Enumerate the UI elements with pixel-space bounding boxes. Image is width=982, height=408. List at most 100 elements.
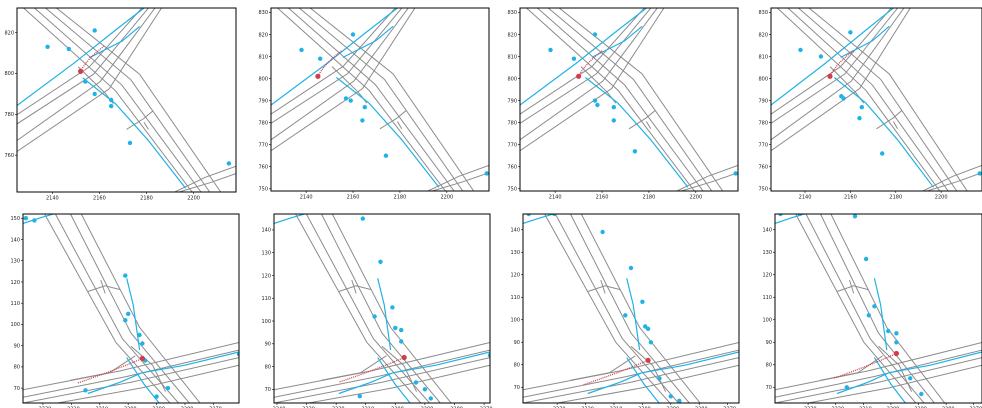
plot-frame bbox=[774, 213, 982, 404]
agent-point bbox=[137, 332, 142, 338]
agent-point bbox=[548, 47, 553, 53]
y-tick-label: 800 bbox=[258, 76, 268, 82]
plot-frame bbox=[770, 7, 982, 192]
agent-point bbox=[45, 44, 50, 49]
lane-centerline bbox=[271, 8, 403, 124]
lane-centerline bbox=[305, 214, 430, 403]
x-tick-label: 2160 bbox=[93, 196, 106, 202]
lane-centerline bbox=[379, 110, 407, 130]
agent-point bbox=[648, 340, 654, 345]
lane-centerline bbox=[520, 8, 665, 152]
agent-trajectory bbox=[338, 351, 490, 395]
lane-centerline bbox=[523, 349, 739, 398]
y-tick-label: 120 bbox=[261, 273, 271, 279]
agent-trajectory bbox=[126, 278, 141, 351]
agent-point bbox=[611, 118, 616, 123]
y-tick-label: 760 bbox=[258, 165, 268, 171]
x-tick-label: 2140 bbox=[549, 195, 562, 201]
y-tick-label: 820 bbox=[758, 32, 768, 38]
lane-centerline bbox=[17, 8, 162, 152]
lane-centerline bbox=[23, 349, 239, 398]
agent-trajectory bbox=[377, 278, 392, 351]
lane-centerline bbox=[432, 172, 489, 191]
y-tick-label: 770 bbox=[258, 142, 268, 148]
y-tick-label: 790 bbox=[507, 98, 517, 104]
lane-centerline bbox=[178, 173, 236, 192]
lane-centerline bbox=[23, 357, 239, 403]
x-tick-label: 2140 bbox=[300, 195, 313, 201]
x-tick-label: −2270 bbox=[965, 407, 982, 408]
x-tick-label: −2330 bbox=[549, 407, 566, 408]
lane-centerline bbox=[808, 364, 982, 403]
x-tick-label: −2330 bbox=[800, 407, 817, 408]
agent-trajectory bbox=[336, 77, 440, 188]
lane-centerline bbox=[787, 8, 949, 191]
lane-centerline bbox=[526, 8, 695, 191]
x-tick-label: 2200 bbox=[689, 195, 702, 201]
agent-point bbox=[859, 105, 864, 110]
agent-point bbox=[841, 96, 846, 101]
y-tick-label: 110 bbox=[510, 295, 520, 301]
y-tick-label: 70 bbox=[14, 386, 20, 392]
y-tick-label: 70 bbox=[514, 385, 520, 391]
y-tick-label: 750 bbox=[507, 187, 517, 193]
y-tick-label: 100 bbox=[510, 318, 520, 324]
lane-centerline bbox=[547, 8, 713, 191]
lane-centerline bbox=[351, 279, 357, 294]
plot-frame bbox=[522, 213, 740, 404]
x-tick-label: 2160 bbox=[844, 195, 857, 201]
map-layer bbox=[771, 8, 982, 191]
y-tick-label: 820 bbox=[507, 32, 517, 38]
y-tick-label: 120 bbox=[510, 273, 520, 279]
lane-centerline bbox=[795, 214, 917, 403]
agent-point bbox=[92, 91, 97, 97]
map-layer bbox=[23, 214, 239, 403]
y-tick-label: 110 bbox=[261, 296, 271, 302]
y-tick-label: 110 bbox=[10, 301, 20, 307]
lane-centerline bbox=[580, 214, 701, 403]
x-tick-label: −2270 bbox=[719, 407, 736, 408]
lane-centerline bbox=[130, 345, 167, 392]
agent-trajectory bbox=[126, 357, 160, 403]
lane-centerline bbox=[298, 8, 464, 191]
agent-trajectory bbox=[771, 8, 894, 106]
y-tick-label: 90 bbox=[14, 343, 20, 349]
y-tick-label: 770 bbox=[758, 142, 768, 148]
x-tick-label: −2330 bbox=[34, 407, 51, 408]
agent-trajectory bbox=[591, 25, 643, 58]
lane-centerline bbox=[681, 172, 738, 191]
y-tick-label: 790 bbox=[758, 98, 768, 104]
lane-centerline bbox=[805, 214, 925, 403]
x-tick-label: 2200 bbox=[187, 196, 200, 202]
lane-centerline bbox=[100, 279, 106, 294]
x-tick-label: −2320 bbox=[328, 407, 345, 408]
agent-point bbox=[908, 376, 913, 381]
lane-centerline bbox=[520, 8, 658, 141]
agent-point bbox=[357, 394, 362, 399]
ego-point bbox=[893, 350, 900, 357]
ego-point bbox=[139, 355, 145, 361]
lane-centerline bbox=[558, 8, 724, 191]
lane-centerline bbox=[820, 214, 935, 403]
agent-point bbox=[487, 353, 490, 358]
plot-frame bbox=[16, 7, 237, 193]
lane-centerline bbox=[126, 110, 154, 130]
lane-centerline bbox=[775, 349, 982, 398]
x-tick-label: −2270 bbox=[476, 407, 493, 408]
agent-point bbox=[226, 161, 232, 166]
ego-point bbox=[645, 357, 651, 363]
lane-centerline bbox=[808, 8, 968, 191]
agent-trajectory bbox=[626, 278, 641, 351]
agent-point bbox=[393, 325, 398, 331]
x-tick-label: −2310 bbox=[605, 407, 622, 408]
agent-point bbox=[880, 151, 885, 156]
agent-trajectory bbox=[520, 8, 647, 106]
lane-centerline bbox=[771, 8, 911, 152]
x-tick-label: −2340 bbox=[268, 407, 285, 408]
agent-point bbox=[857, 116, 862, 121]
agent-point bbox=[657, 376, 662, 381]
agent-point bbox=[866, 313, 871, 318]
agent-point bbox=[299, 47, 304, 53]
lane-centerline bbox=[520, 8, 645, 115]
y-tick-label: 820 bbox=[4, 30, 14, 36]
